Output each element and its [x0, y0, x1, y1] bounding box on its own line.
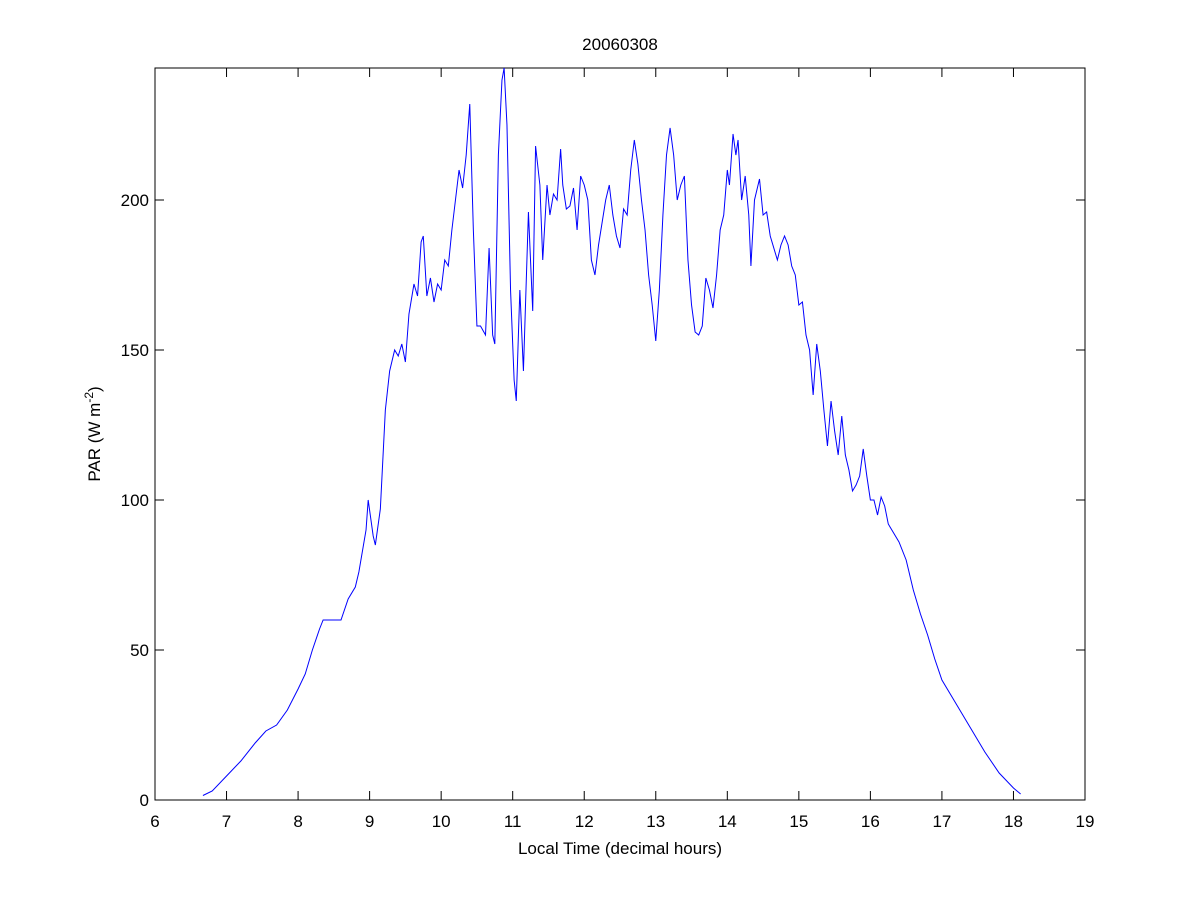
x-tick-label: 9 [365, 812, 374, 831]
y-tick-label: 150 [121, 341, 149, 360]
x-tick-label: 11 [504, 812, 522, 831]
y-tick-label: 100 [121, 491, 149, 510]
y-axis-label-text: PAR (W m [85, 403, 104, 482]
x-tick-label: 6 [150, 812, 159, 831]
x-tick-label: 17 [932, 812, 951, 831]
x-tick-label: 12 [575, 812, 594, 831]
x-tick-label: 10 [432, 812, 451, 831]
chart-title: 20060308 [582, 35, 658, 54]
y-tick-label: 50 [130, 641, 149, 660]
x-tick-label: 8 [293, 812, 302, 831]
plot-area [154, 67, 1086, 801]
x-tick-label: 7 [222, 812, 231, 831]
data-line [202, 67, 1021, 796]
y-tick-label: 200 [121, 191, 149, 210]
y-tick-label: 0 [140, 791, 149, 810]
y-axis-label-end: ) [85, 386, 104, 392]
x-tick-label: 15 [789, 812, 808, 831]
y-axis-label: PAR (W m-2) [82, 386, 104, 481]
x-tick-label: 14 [718, 812, 737, 831]
y-axis-label-superscript: -2 [82, 392, 96, 403]
x-axis-label: Local Time (decimal hours) [518, 839, 722, 858]
x-tick-label: 13 [646, 812, 665, 831]
x-tick-label: 19 [1076, 812, 1095, 831]
x-tick-label: 16 [861, 812, 880, 831]
x-tick-label: 18 [1004, 812, 1023, 831]
